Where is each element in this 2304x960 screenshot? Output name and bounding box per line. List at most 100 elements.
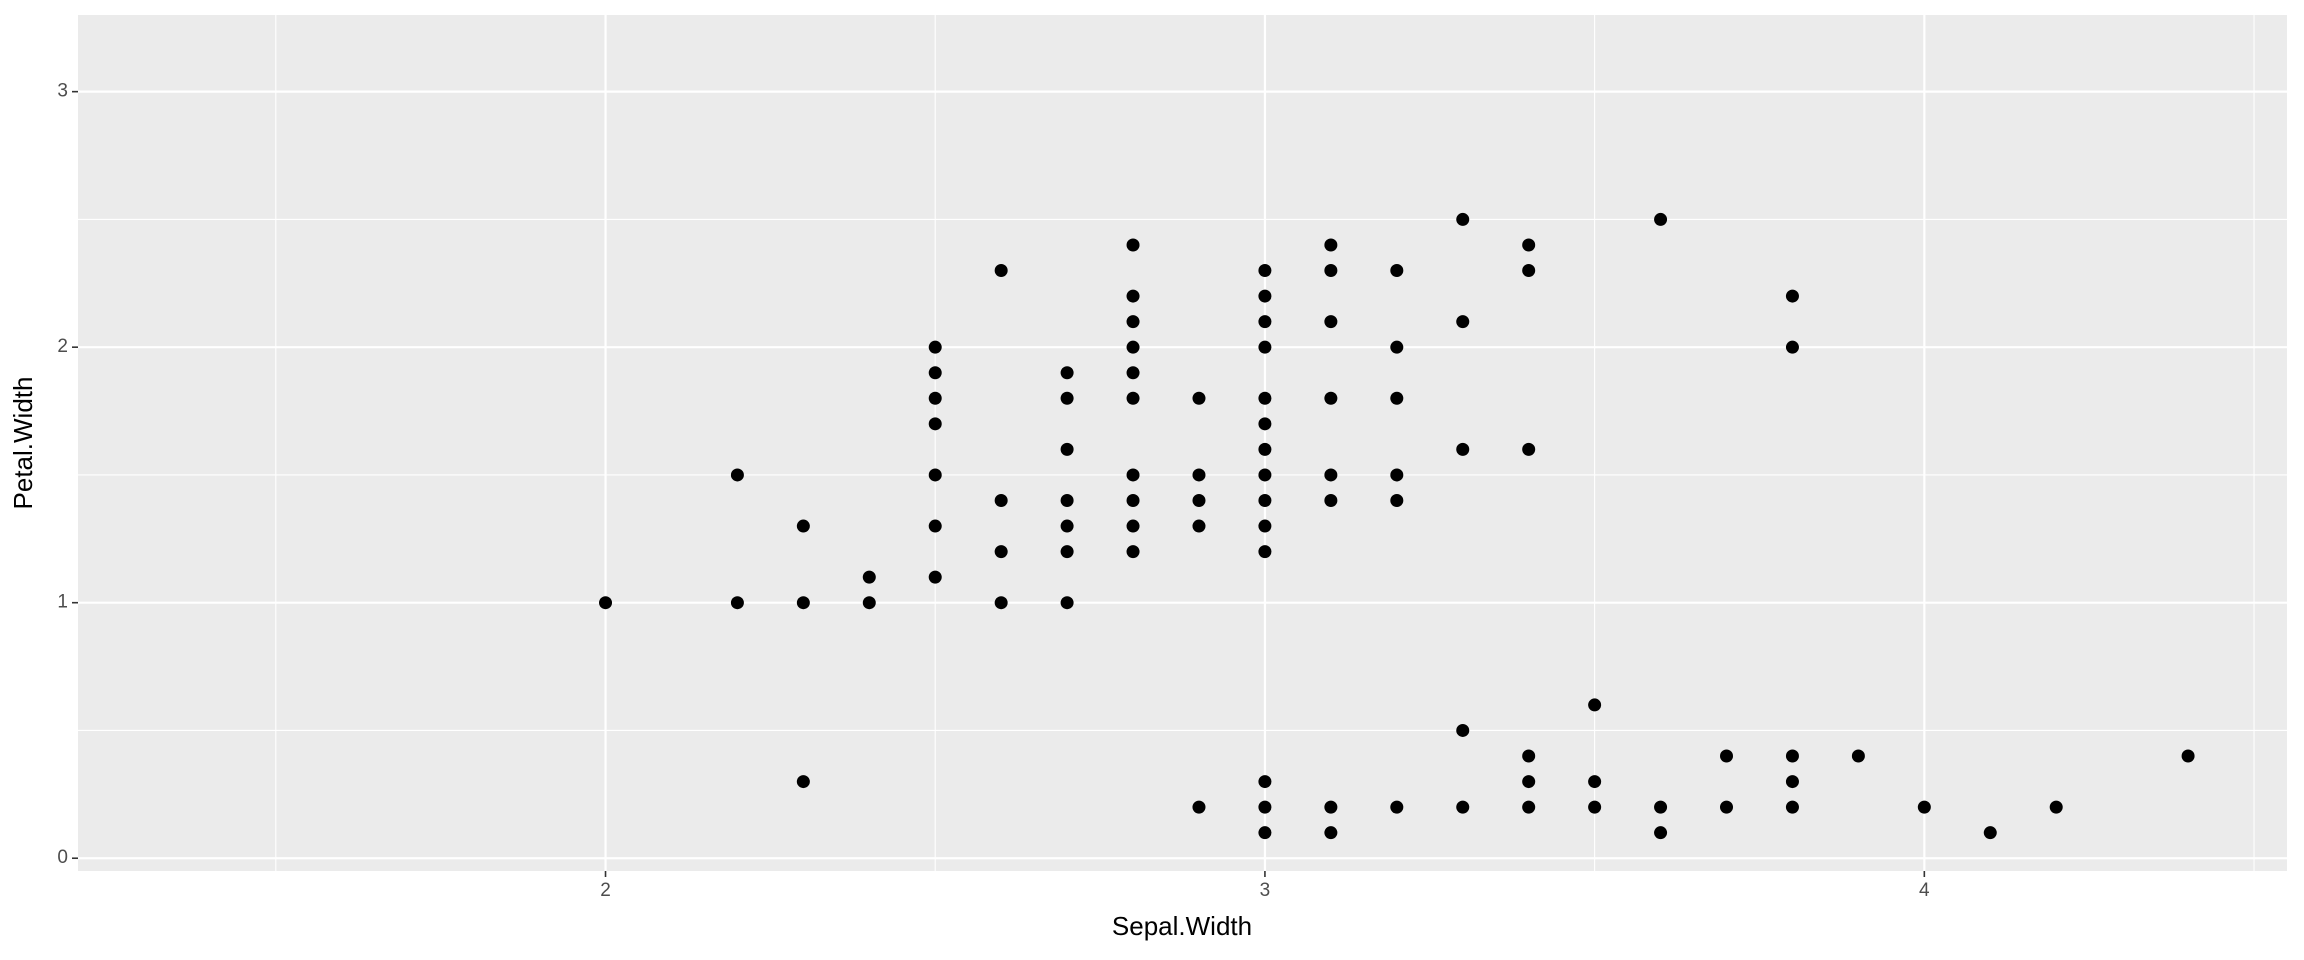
point xyxy=(1258,775,1272,789)
point xyxy=(796,775,810,789)
point xyxy=(1324,238,1338,252)
point xyxy=(1522,749,1536,763)
point xyxy=(928,366,942,380)
point xyxy=(1258,519,1272,533)
y-tick-label: 1 xyxy=(57,592,68,613)
point xyxy=(1126,289,1140,303)
point xyxy=(862,596,876,610)
point xyxy=(928,340,942,354)
point xyxy=(1785,800,1799,814)
point xyxy=(1258,468,1272,482)
point xyxy=(1390,468,1404,482)
point xyxy=(1917,800,1931,814)
point xyxy=(796,519,810,533)
point xyxy=(730,468,744,482)
point xyxy=(1324,493,1338,507)
point xyxy=(1785,289,1799,303)
point xyxy=(1588,698,1602,712)
point xyxy=(1390,800,1404,814)
point xyxy=(994,493,1008,507)
point xyxy=(1324,826,1338,840)
point xyxy=(1192,493,1206,507)
point xyxy=(1126,545,1140,559)
point xyxy=(1192,519,1206,533)
point xyxy=(928,468,942,482)
point xyxy=(1060,596,1074,610)
x-tick-label: 2 xyxy=(600,880,611,901)
point xyxy=(1522,442,1536,456)
point xyxy=(862,570,876,584)
point xyxy=(1983,826,1997,840)
point xyxy=(1258,442,1272,456)
point xyxy=(1654,800,1668,814)
grid xyxy=(78,15,2287,871)
point xyxy=(1258,493,1272,507)
panel xyxy=(78,15,2287,871)
y-tick-label: 2 xyxy=(57,336,68,357)
point xyxy=(1522,800,1536,814)
point xyxy=(1522,264,1536,278)
point xyxy=(1126,468,1140,482)
point xyxy=(1258,545,1272,559)
point xyxy=(1456,315,1470,329)
point xyxy=(1126,366,1140,380)
y-axis-title: Petal.Width xyxy=(8,377,38,510)
point xyxy=(1390,264,1404,278)
point xyxy=(1324,315,1338,329)
point xyxy=(599,596,613,610)
point xyxy=(730,596,744,610)
point xyxy=(1258,315,1272,329)
point xyxy=(1324,800,1338,814)
point xyxy=(1654,212,1668,226)
point xyxy=(1060,493,1074,507)
point xyxy=(796,596,810,610)
x-tick-label: 3 xyxy=(1260,880,1271,901)
point xyxy=(1060,545,1074,559)
point xyxy=(928,570,942,584)
point xyxy=(1720,800,1734,814)
point xyxy=(1060,391,1074,405)
point xyxy=(1192,468,1206,482)
point xyxy=(1258,391,1272,405)
point xyxy=(1126,340,1140,354)
point xyxy=(1456,442,1470,456)
point xyxy=(1324,468,1338,482)
point xyxy=(1126,238,1140,252)
point xyxy=(1390,391,1404,405)
point xyxy=(2181,749,2195,763)
point xyxy=(1456,212,1470,226)
point xyxy=(2049,800,2063,814)
y-tick-label: 0 xyxy=(57,847,68,868)
point xyxy=(994,264,1008,278)
point xyxy=(1258,800,1272,814)
point xyxy=(1851,749,1865,763)
point xyxy=(1060,366,1074,380)
points xyxy=(599,212,2195,840)
point xyxy=(1258,417,1272,431)
point xyxy=(1588,800,1602,814)
x-axis-title: Sepal.Width xyxy=(1112,911,1252,941)
point xyxy=(1126,519,1140,533)
point xyxy=(1060,442,1074,456)
y-tick-label: 3 xyxy=(57,81,68,102)
point xyxy=(1785,340,1799,354)
point xyxy=(1258,826,1272,840)
point xyxy=(994,596,1008,610)
point xyxy=(1324,391,1338,405)
point xyxy=(1126,315,1140,329)
point xyxy=(1522,238,1536,252)
point xyxy=(1258,289,1272,303)
point xyxy=(1390,493,1404,507)
point xyxy=(1456,800,1470,814)
point xyxy=(1720,749,1734,763)
point xyxy=(1192,391,1206,405)
point xyxy=(1390,340,1404,354)
point xyxy=(1654,826,1668,840)
point xyxy=(1588,775,1602,789)
point xyxy=(1324,264,1338,278)
point xyxy=(1522,775,1536,789)
point xyxy=(1456,723,1470,737)
point xyxy=(928,417,942,431)
